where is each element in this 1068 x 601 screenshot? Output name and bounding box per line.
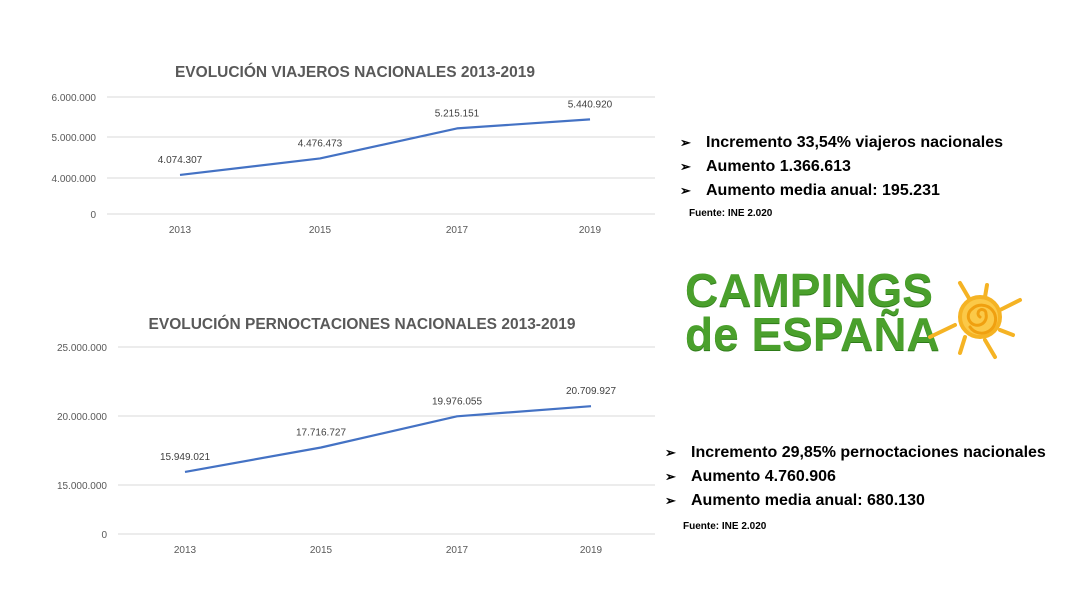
y-tick-label: 5.000.000 [52,133,97,144]
x-tick-label: 2013 [174,545,197,556]
data-label: 20.709.927 [566,386,616,397]
source-note: Fuente: INE 2.020 [689,208,773,219]
data-label: 5.440.920 [568,99,613,110]
data-label: 4.476.473 [298,138,343,149]
arrow-bullet-icon: ➢ [680,159,691,174]
chart-viajeros: 0 4.000.000 5.000.000 6.000.000 2013 2015 2017… [52,93,655,236]
bullets-pernoctaciones: ➢ Incremento 29,85% pernoctaciones nacion… [665,441,1046,513]
chart-title-pernoctaciones: EVOLUCIÓN PERNOCTACIONES NACIONALES 2013… [148,316,576,333]
x-tick-label: 2017 [446,225,469,236]
data-label: 4.074.307 [158,155,203,166]
bullets-viajeros: ➢ Incremento 33,54% viajeros nacionales ➢… [680,131,1003,203]
series-line [179,118,591,177]
data-label: 17.716.727 [296,428,346,439]
x-tick-label: 2017 [446,545,469,556]
logo-line1: CAMPINGS [685,264,933,316]
y-tick-label: 0 [90,210,96,221]
source-note: Fuente: INE 2.020 [683,521,767,532]
data-label: 15.949.021 [160,452,210,463]
chart-title-viajeros: EVOLUCIÓN VIAJEROS NACIONALES 2013-2019 [174,64,536,81]
bullet-text: Aumento media anual: 680.130 [691,492,925,509]
y-tick-label: 25.000.000 [57,343,107,354]
x-tick-label: 2019 [580,545,603,556]
arrow-bullet-icon: ➢ [665,469,676,484]
y-tick-label: 6.000.000 [52,93,97,104]
arrow-bullet-icon: ➢ [680,183,691,198]
bullet-text: Aumento media anual: 195.231 [706,182,940,199]
x-tick-label: 2015 [309,225,332,236]
x-tick-label: 2015 [310,545,333,556]
y-tick-label: 20.000.000 [57,412,107,423]
bullet-text: Incremento 33,54% viajeros nacionales [706,134,1004,151]
data-label: 5.215.151 [435,108,480,119]
sun-icon [928,281,1022,359]
chart-pernoctaciones: 0 15.000.000 20.000.000 25.000.000 2013 2015 2… [57,343,655,556]
bullet-text: Aumento 4.760.906 [691,468,836,485]
arrow-bullet-icon: ➢ [665,493,676,508]
bullet-text: Incremento 29,85% pernoctaciones naciona… [691,444,1046,461]
logo-line2: de ESPAÑA [685,308,940,360]
y-tick-label: 15.000.000 [57,481,107,492]
arrow-bullet-icon: ➢ [680,135,691,150]
series-line [184,405,592,473]
x-tick-label: 2013 [169,225,192,236]
y-tick-label: 0 [101,530,107,541]
data-label: 19.976.055 [432,396,482,407]
y-tick-label: 4.000.000 [52,174,97,185]
arrow-bullet-icon: ➢ [665,445,676,460]
campings-de-espana-logo: CAMPINGS de ESPAÑA [685,264,940,360]
bullet-text: Aumento 1.366.613 [706,158,851,175]
x-tick-label: 2019 [579,225,602,236]
